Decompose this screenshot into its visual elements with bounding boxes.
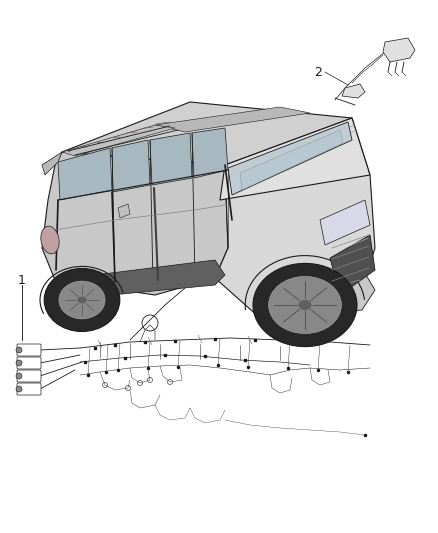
Polygon shape <box>192 128 228 178</box>
Ellipse shape <box>77 296 87 304</box>
Polygon shape <box>342 84 365 98</box>
Polygon shape <box>383 38 415 62</box>
Circle shape <box>16 360 22 366</box>
Circle shape <box>16 347 22 353</box>
Polygon shape <box>220 118 370 200</box>
Polygon shape <box>320 200 370 245</box>
Polygon shape <box>42 152 228 295</box>
Text: 2: 2 <box>314 66 322 78</box>
Polygon shape <box>48 260 225 300</box>
Ellipse shape <box>59 281 105 319</box>
Polygon shape <box>150 133 192 185</box>
Ellipse shape <box>253 263 357 346</box>
Ellipse shape <box>41 226 59 254</box>
Polygon shape <box>228 122 352 195</box>
FancyBboxPatch shape <box>17 383 41 395</box>
Ellipse shape <box>44 269 120 332</box>
Polygon shape <box>42 152 62 175</box>
Polygon shape <box>155 107 310 132</box>
FancyBboxPatch shape <box>17 370 41 382</box>
Polygon shape <box>62 102 352 165</box>
Polygon shape <box>260 265 375 318</box>
Polygon shape <box>330 235 375 295</box>
Polygon shape <box>240 130 343 190</box>
Polygon shape <box>215 118 375 318</box>
Ellipse shape <box>268 277 341 334</box>
Circle shape <box>16 373 22 379</box>
Text: 1: 1 <box>18 273 26 287</box>
Ellipse shape <box>298 300 312 311</box>
Circle shape <box>16 386 22 392</box>
FancyBboxPatch shape <box>17 344 41 356</box>
FancyBboxPatch shape <box>17 357 41 369</box>
Polygon shape <box>62 125 175 156</box>
Polygon shape <box>118 204 130 218</box>
Polygon shape <box>58 148 112 200</box>
Polygon shape <box>112 140 150 192</box>
